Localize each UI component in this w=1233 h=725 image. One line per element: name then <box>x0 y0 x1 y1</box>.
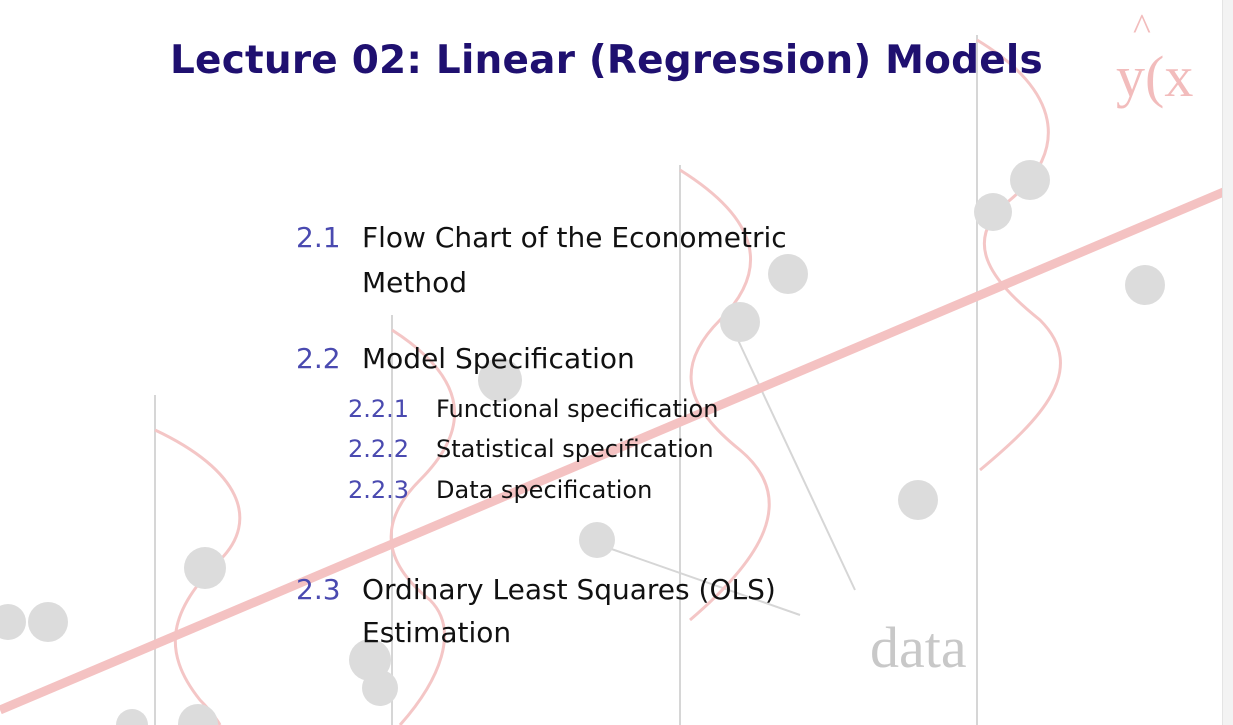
vertical-scrollbar[interactable] <box>1222 0 1233 725</box>
y-hat-label: ^ <box>1133 7 1151 49</box>
toc-section-title-line2: Estimation <box>362 616 512 649</box>
toc-subsection-title: Statistical specification <box>436 435 714 463</box>
regression-line <box>0 183 1233 715</box>
y-of-x-label: y(x <box>1116 44 1193 109</box>
toc-section-title: Flow Chart of the Econometric <box>362 221 787 254</box>
toc-section-title: Model Specification <box>362 342 635 375</box>
data-label: data <box>870 615 967 680</box>
toc-subsection-number: 2.2.2 <box>348 435 410 463</box>
toc-section-title-line2: Method <box>362 266 468 299</box>
toc-subsection-title: Functional specification <box>436 395 719 423</box>
toc-section-number: 2.2 <box>296 342 341 375</box>
toc-section-title: Ordinary Least Squares (OLS) <box>362 573 776 606</box>
toc-subsection-number: 2.2.3 <box>348 476 410 504</box>
page-title: Lecture 02: Linear (Regression) Models <box>170 38 1043 83</box>
toc-subsection-number: 2.2.1 <box>348 395 410 423</box>
data-points <box>0 160 1165 725</box>
vertical-guide-lines <box>154 35 978 725</box>
toc-section-number: 2.3 <box>296 573 341 606</box>
density-curves <box>154 38 1062 725</box>
toc-section-number: 2.1 <box>296 221 341 254</box>
toc-subsection-title: Data specification <box>436 476 653 504</box>
